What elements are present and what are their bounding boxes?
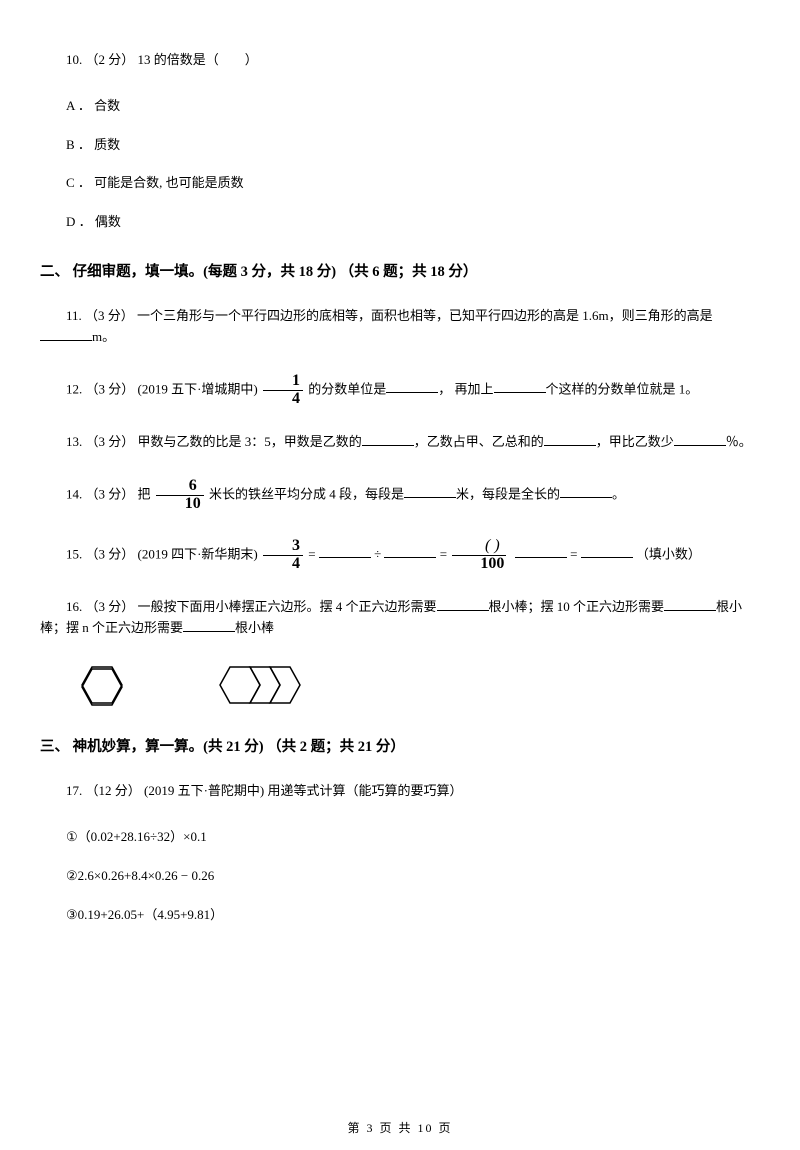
fraction-paren-100: ( ) 100	[452, 538, 506, 573]
q11-pre: 11. （3 分） 一个三角形与一个平行四边形的底相等，面积也相等，已知平行四边…	[66, 308, 713, 323]
q16-pre: 16. （3 分） 一般按下面用小棒摆正六边形。摆 4 个正六边形需要	[66, 599, 437, 614]
q17-calc-1: ①（0.02+28.16÷32）×0.1	[66, 827, 760, 848]
q10-option-a: A ． 合数	[40, 96, 760, 117]
fraction-3-4: 3 4	[263, 538, 303, 573]
blank	[437, 597, 489, 611]
q13-post: ％。	[726, 434, 752, 449]
q10-option-b: B ． 质数	[40, 135, 760, 156]
blank	[560, 484, 612, 498]
blank	[362, 432, 414, 446]
q11-post: m。	[92, 329, 115, 344]
blank	[319, 544, 371, 558]
q12-post: 个这样的分数单位就是 1。	[546, 381, 699, 396]
question-13: 13. （3 分） 甲数与乙数的比是 3：5，甲数是乙数的 ，乙数占甲、乙总和的 ，…	[40, 432, 760, 453]
blank	[494, 379, 546, 393]
blank	[544, 432, 596, 446]
q13-mid1: ，乙数占甲、乙总和的	[414, 434, 544, 449]
question-11: 11. （3 分） 一个三角形与一个平行四边形的底相等，面积也相等，已知平行四边…	[40, 306, 760, 348]
blank	[664, 597, 716, 611]
section-3-heading: 三、 神机妙算，算一算。(共 21 分) （共 2 题；共 21 分）	[40, 736, 760, 759]
blank	[404, 484, 456, 498]
q12-mid2: ， 再加上	[438, 381, 493, 396]
q17-calc-2: ②2.6×0.26+8.4×0.26 − 0.26	[66, 866, 760, 887]
q15-eq2: =	[440, 546, 451, 561]
q12-pre: 12. （3 分） (2019 五下·增城期中)	[66, 381, 261, 396]
blank	[183, 618, 235, 632]
hexagon-figures-clean	[80, 666, 760, 708]
q15-pre: 15. （3 分） (2019 四下·新华期末)	[66, 546, 261, 561]
q14-pre: 14. （3 分） 把	[66, 486, 154, 501]
section-2-heading: 二、 仔细审题，填一填。(每题 3 分，共 18 分) （共 6 题；共 18 …	[40, 261, 760, 284]
page-footer: 第 3 页 共 10 页	[0, 1119, 800, 1138]
question-15: 15. （3 分） (2019 四下·新华期末) 3 4 = ÷ = ( ) 1…	[40, 538, 760, 573]
q16-mid1: 根小棒；摆 10 个正六边形需要	[489, 599, 665, 614]
fraction-6-10: 6 10	[156, 478, 204, 513]
q10-text: 10. （2 分） 13 的倍数是（ ）	[66, 52, 258, 67]
q17-calc-3: ③0.19+26.05+（4.95+9.81）	[66, 905, 760, 926]
q14-mid1: 米长的铁丝平均分成 4 段，每段是	[209, 486, 404, 501]
hexagon-triple-icon	[218, 664, 334, 706]
blank	[674, 432, 726, 446]
q13-pre: 13. （3 分） 甲数与乙数的比是 3：5，甲数是乙数的	[66, 434, 362, 449]
q13-mid2: ，甲比乙数少	[596, 434, 674, 449]
q17-text: 17. （12 分） (2019 五下·普陀期中) 用递等式计算（能巧算的要巧算…	[66, 783, 463, 798]
q15-post: （填小数）	[636, 546, 701, 561]
q16-post: 根小棒	[235, 620, 274, 635]
q15-eq: =	[308, 546, 315, 561]
blank	[386, 379, 438, 393]
hex-single-icon	[80, 666, 126, 708]
question-17: 17. （12 分） (2019 五下·普陀期中) 用递等式计算（能巧算的要巧算…	[40, 781, 760, 802]
q12-mid1: 的分数单位是	[308, 381, 386, 396]
question-14: 14. （3 分） 把 6 10 米长的铁丝平均分成 4 段，每段是 米，每段是全…	[40, 478, 760, 513]
fraction-1-4: 1 4	[263, 373, 303, 408]
question-12: 12. （3 分） (2019 五下·增城期中) 1 4 的分数单位是 ， 再加上…	[40, 373, 760, 408]
blank	[581, 544, 633, 558]
blank	[384, 544, 436, 558]
q14-mid2: 米，每段是全长的	[456, 486, 560, 501]
q14-post: 。	[612, 486, 625, 501]
q10-option-c: C ． 可能是合数, 也可能是质数	[40, 173, 760, 194]
blank	[40, 327, 92, 341]
q15-eq3: =	[570, 546, 577, 561]
q10-option-d: D ． 偶数	[40, 212, 760, 233]
blank	[515, 544, 567, 558]
q15-div: ÷	[374, 546, 381, 561]
question-10: 10. （2 分） 13 的倍数是（ ）	[40, 50, 760, 71]
question-16: 16. （3 分） 一般按下面用小棒摆正六边形。摆 4 个正六边形需要 根小棒；摆…	[40, 597, 760, 639]
